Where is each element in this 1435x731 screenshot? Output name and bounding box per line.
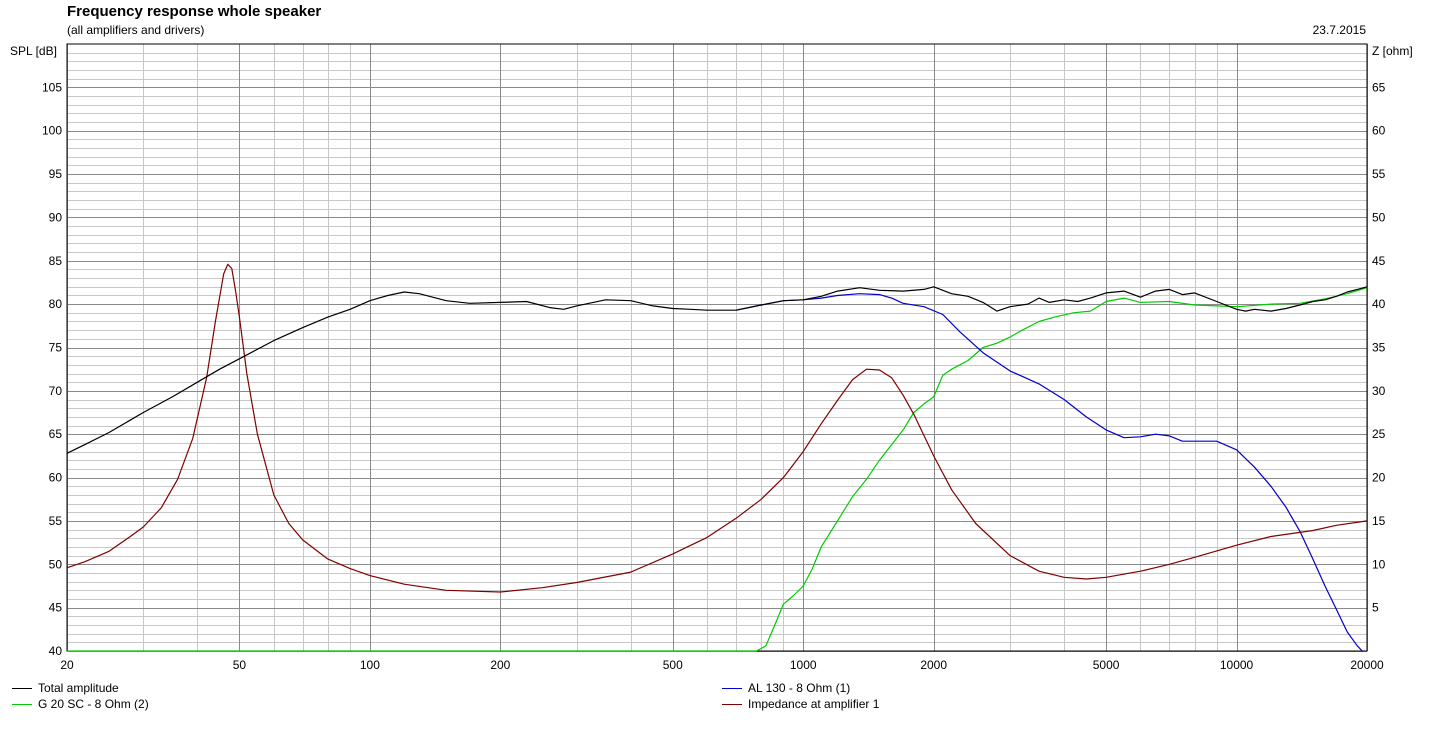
tick-labels: 20 50 100 200 500 1000 2000 5000 10000 20000 40 45 5… [42,80,1386,672]
series-layer [66,263,1368,652]
x-tick-label: 10000 [1220,658,1254,672]
x-tick-label: 20000 [1350,658,1384,672]
legend-label: G 20 SC - 8 Ohm (2) [38,697,149,711]
y-left-tick-label: 80 [49,297,63,311]
x-tick-label: 2000 [920,658,947,672]
y-left-tick-label: 95 [49,167,63,181]
legend-item: Impedance at amplifier 1 [722,697,879,711]
legend-label: Total amplitude [38,681,119,695]
x-tick-label: 20 [60,658,74,672]
y-left-tick-label: 90 [49,210,63,224]
y-left-tick-label: 65 [49,427,63,441]
legend-item: Total amplitude [12,681,119,695]
y-right-tick-label: 25 [1372,427,1386,441]
y-right-tick-label: 60 [1372,124,1386,138]
y-left-tick-label: 40 [49,644,63,658]
y-right-tick-label: 45 [1372,254,1386,268]
legend-swatch [722,704,742,706]
legend-swatch [12,688,32,690]
y-right-tick-label: 10 [1372,557,1386,571]
y-left-tick-label: 55 [49,514,63,528]
y-axis-right-label: Z [ohm] [1372,44,1413,58]
y-left-tick-label: 85 [49,254,63,268]
y-right-tick-label: 55 [1372,167,1386,181]
y-left-tick-label: 70 [49,384,63,398]
x-tick-label: 50 [233,658,247,672]
y-left-tick-label: 60 [49,471,63,485]
y-left-tick-label: 75 [49,341,63,355]
x-tick-label: 100 [360,658,380,672]
y-right-tick-label: 50 [1372,210,1386,224]
y-right-tick-label: 30 [1372,384,1386,398]
series-line-total-amplitude [66,286,1368,454]
legend-item: AL 130 - 8 Ohm (1) [722,681,850,695]
y-axis-left-label: SPL [dB] [10,44,57,58]
x-tick-label: 200 [490,658,510,672]
x-tick-label: 1000 [790,658,817,672]
legend-swatch [12,704,32,706]
series-line-impedance-at-amplifier-1 [66,263,1368,593]
y-left-tick-label: 105 [42,80,62,94]
series-line-g-20-sc-8-ohm-2 [67,287,1368,652]
legend-swatch [722,688,742,690]
legend-label: AL 130 - 8 Ohm (1) [748,681,851,695]
x-tick-label: 500 [663,658,683,672]
y-left-tick-label: 100 [42,124,62,138]
series-line-al-130-8-ohm-1 [735,293,1363,652]
x-tick-label: 5000 [1093,658,1120,672]
y-right-tick-label: 15 [1372,514,1386,528]
grid-major [67,44,1368,652]
y-right-tick-label: 20 [1372,471,1386,485]
legend-item: G 20 SC - 8 Ohm (2) [12,697,149,711]
chart-title: Frequency response whole speaker [67,3,322,20]
y-left-tick-label: 50 [49,557,63,571]
y-right-tick-label: 65 [1372,80,1386,94]
legend-label: Impedance at amplifier 1 [748,697,880,711]
chart-subtitle: (all amplifiers and drivers) [67,23,205,37]
y-right-tick-label: 35 [1372,341,1386,355]
y-right-tick-label: 40 [1372,297,1386,311]
y-left-tick-label: 45 [49,601,63,615]
chart-date: 23.7.2015 [1312,23,1366,37]
y-right-tick-label: 5 [1372,601,1379,615]
